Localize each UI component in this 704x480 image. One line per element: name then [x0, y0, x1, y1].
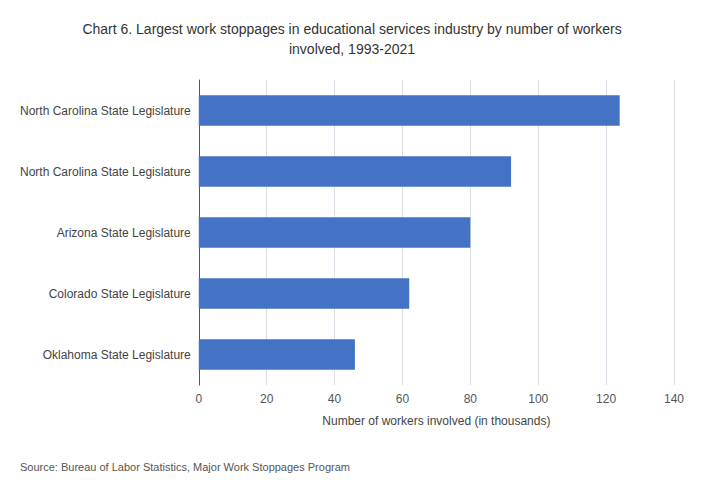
svg-text:120: 120	[596, 392, 616, 406]
svg-text:0: 0	[195, 392, 202, 406]
svg-text:80: 80	[464, 392, 478, 406]
svg-text:involved, 1993-2021: involved, 1993-2021	[289, 41, 415, 57]
svg-text:Source: Bureau of Labor Statis: Source: Bureau of Labor Statistics, Majo…	[20, 461, 350, 473]
svg-text:100: 100	[528, 392, 548, 406]
svg-text:40: 40	[328, 392, 342, 406]
svg-text:Colorado State Legislature: Colorado State Legislature	[49, 287, 191, 301]
svg-text:Chart 6. Largest work stoppage: Chart 6. Largest work stoppages in educa…	[82, 21, 621, 37]
svg-text:North Carolina State Legislatu: North Carolina State Legislature	[20, 165, 191, 179]
svg-text:Oklahoma State Legislature: Oklahoma State Legislature	[43, 348, 191, 362]
svg-text:140: 140	[664, 392, 684, 406]
svg-text:60: 60	[396, 392, 410, 406]
svg-text:Number of workers involved (in: Number of workers involved (in thousands…	[322, 414, 550, 428]
svg-text:Arizona State Legislature: Arizona State Legislature	[57, 226, 191, 240]
svg-text:20: 20	[260, 392, 274, 406]
svg-text:North Carolina State Legislatu: North Carolina State Legislature	[20, 104, 191, 118]
